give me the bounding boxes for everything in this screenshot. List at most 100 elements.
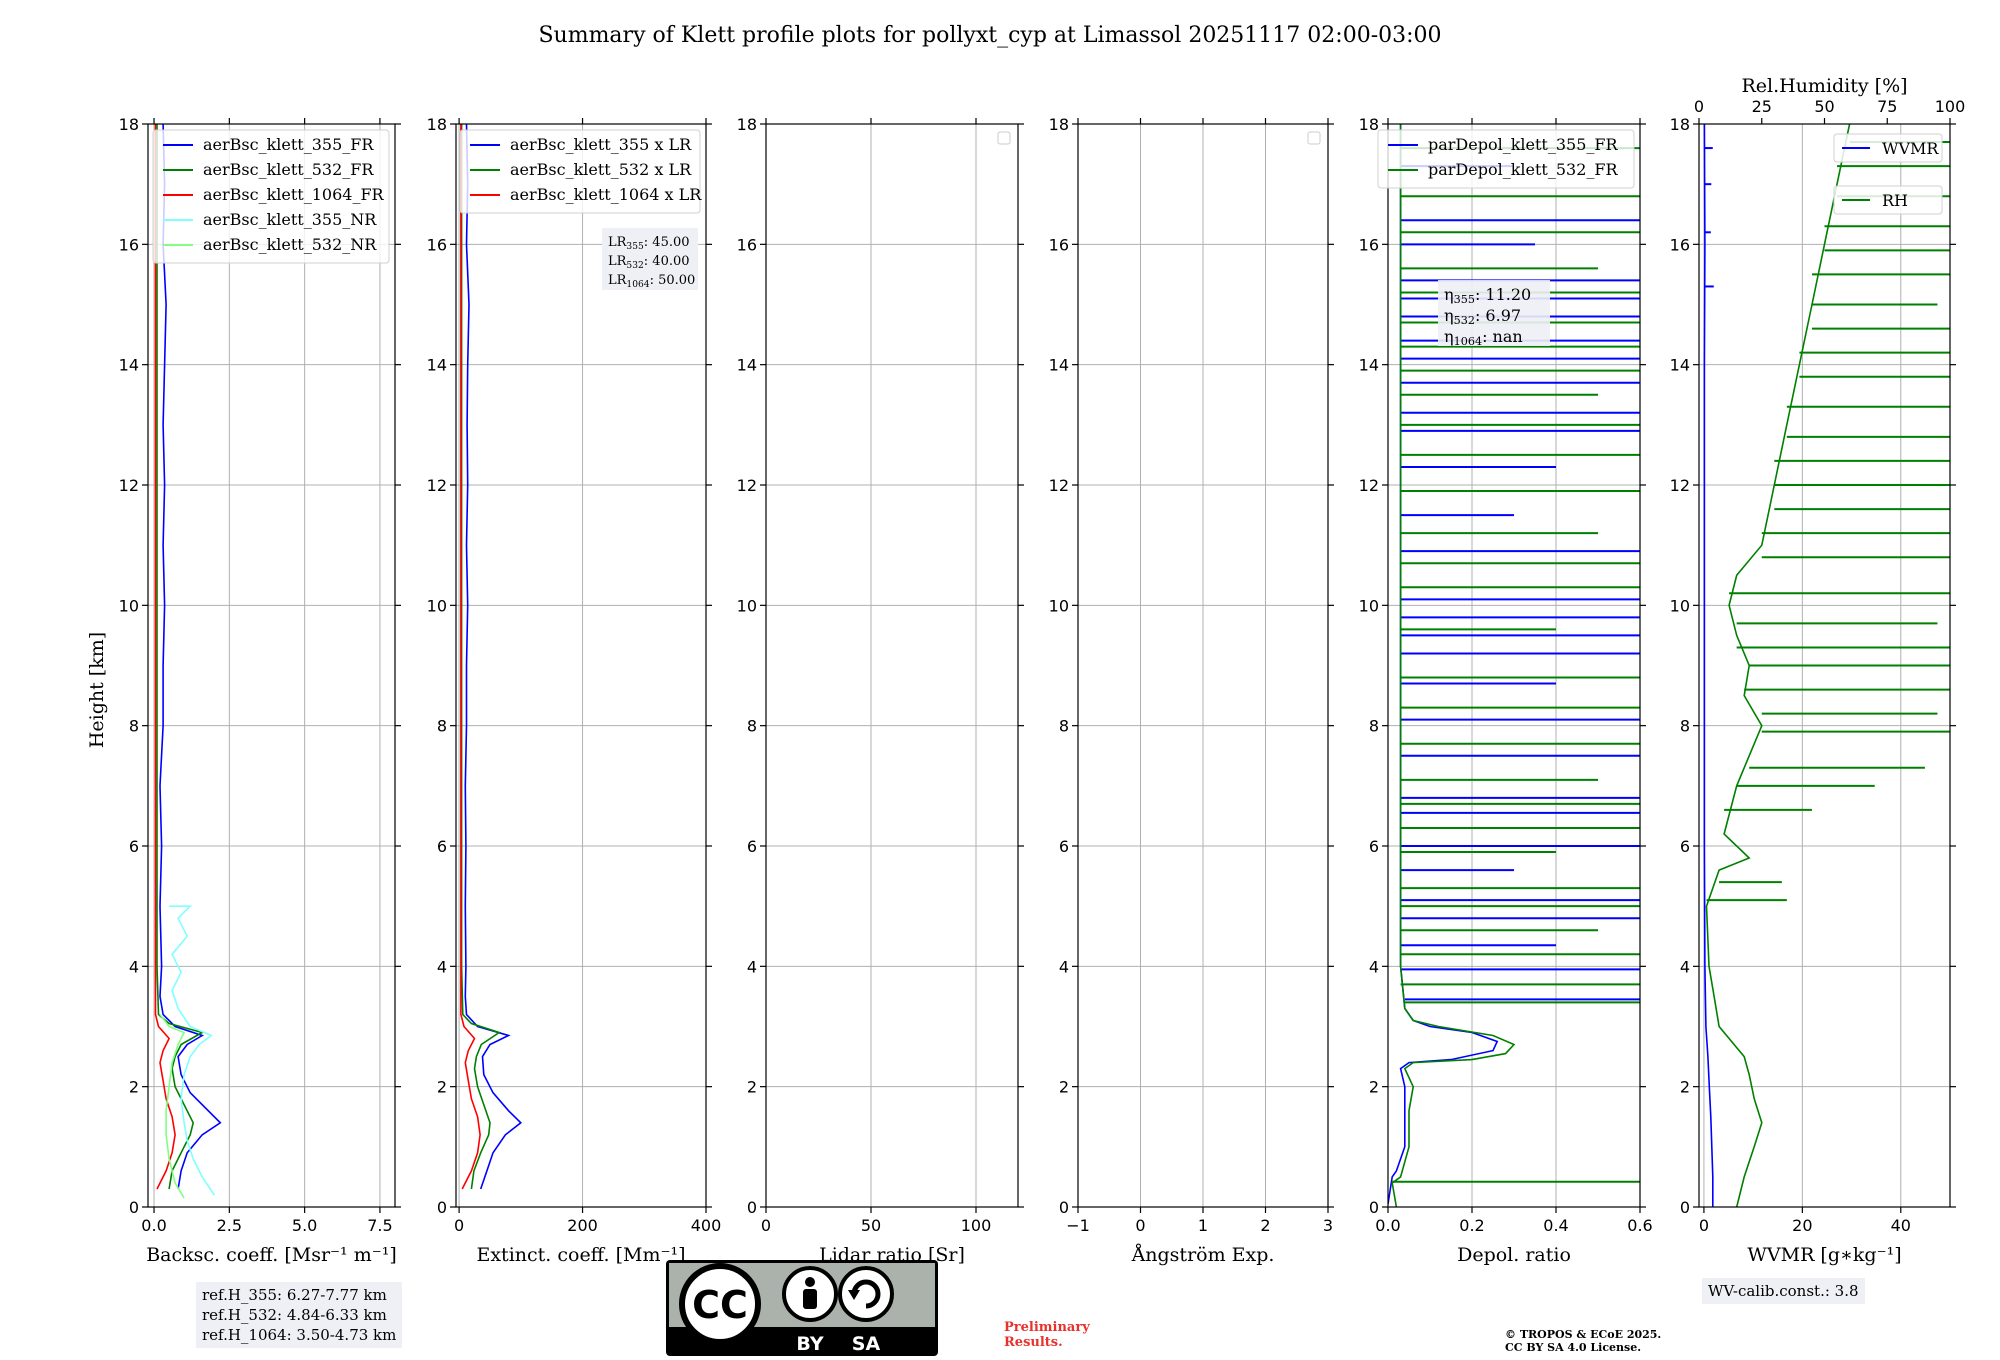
y-tick-label: 0	[1059, 1198, 1069, 1217]
y-tick-label: 18	[427, 115, 447, 134]
eta-line: η355: 11.20	[1444, 285, 1531, 306]
y-axis-label: Height [km]	[86, 632, 108, 748]
axes-frame	[147, 123, 396, 1208]
legend-label: parDepol_klett_532_FR	[1428, 160, 1619, 179]
eta-line: η532: 6.97	[1444, 306, 1521, 327]
x-axis-label: Depol. ratio	[1457, 1244, 1571, 1266]
x-axis-label: Backsc. coeff. [Msr⁻¹ m⁻¹]	[146, 1244, 397, 1266]
eta-line: η1064: nan	[1444, 327, 1523, 348]
panel-depol: 0 2 4 6 8 10 12 14 16 18 0.0 0.2 0.4 0.6 Depol. ratio p…	[1359, 115, 1653, 1266]
top-x-tick-label: 75	[1877, 97, 1897, 116]
series-line-aerBsc_klett_355_NR	[169, 905, 215, 1196]
figure-title: Summary of Klett profile plots for polly…	[538, 23, 1441, 48]
y-tick-label: 18	[1049, 115, 1069, 134]
y-tick-label: 0	[129, 1198, 139, 1217]
y-tick-label: 12	[1359, 476, 1379, 495]
y-tick-label: 0	[747, 1198, 757, 1217]
x-tick-label: 0.2	[1459, 1216, 1484, 1235]
legend-label: aerBsc_klett_355_NR	[203, 210, 377, 229]
legend-label: aerBsc_klett_355 x LR	[510, 135, 692, 154]
y-tick-label: 6	[747, 837, 757, 856]
legend-label: WVMR	[1882, 139, 1939, 158]
top-x-tick-label: 0	[1694, 97, 1704, 116]
x-tick-label: 5.0	[292, 1216, 317, 1235]
legend-box	[459, 129, 701, 214]
x-tick-label: 0.0	[141, 1216, 166, 1235]
x-tick-label: 1	[1198, 1216, 1208, 1235]
legend-label: aerBsc_klett_355_FR	[203, 135, 374, 154]
y-tick-label: 18	[119, 115, 139, 134]
cc-label: CC	[692, 1283, 748, 1327]
y-tick-label: 6	[129, 837, 139, 856]
y-tick-label: 2	[129, 1078, 139, 1097]
y-tick-label: 2	[1369, 1078, 1379, 1097]
series-group	[1703, 124, 1950, 1207]
y-tick-label: 14	[1359, 356, 1379, 375]
lidar-ratio-line: LR355: 45.00	[608, 235, 690, 252]
x-tick-label: 0	[1135, 1216, 1145, 1235]
legend-label: aerBsc_klett_532 x LR	[510, 160, 692, 179]
lidar-ratio-line: LR532: 40.00	[608, 254, 690, 271]
y-tick-label: 18	[737, 115, 757, 134]
y-tick-label: 8	[437, 717, 447, 736]
reference-heights-box: ref.H_355: 6.27-7.77 km ref.H_532: 4.84-…	[196, 1282, 403, 1348]
y-tick-label: 10	[427, 596, 447, 615]
x-tick-label: 0	[761, 1216, 771, 1235]
axes-frame	[455, 123, 707, 1208]
y-tick-label: 6	[437, 837, 447, 856]
legend-label: aerBsc_klett_532_NR	[203, 235, 377, 254]
preliminary-results-note: Preliminary Results.	[1004, 1320, 1090, 1350]
ref-height-1064: ref.H_1064: 3.50-4.73 km	[202, 1326, 397, 1344]
y-tick-label: 18	[1359, 115, 1379, 134]
legend-box	[152, 129, 390, 264]
y-tick-label: 2	[747, 1078, 757, 1097]
y-tick-label: 10	[1359, 596, 1379, 615]
lidar-ratio-box	[602, 228, 698, 290]
ref-height-532: ref.H_532: 4.84-6.33 km	[202, 1306, 387, 1324]
wv-calibration-text: WV-calib.const.: 3.8	[1708, 1282, 1859, 1300]
copyright-note: © TROPOS & ECoE 2025. CC BY SA 4.0 Licen…	[1505, 1328, 1661, 1354]
x-tick-label: 7.5	[367, 1216, 392, 1235]
sa-label: SA	[852, 1333, 881, 1355]
x-tick-label: 400	[691, 1216, 722, 1235]
y-tick-label: 12	[119, 476, 139, 495]
by-label: BY	[796, 1333, 823, 1355]
y-tick-label: 6	[1680, 837, 1690, 856]
legend-label: aerBsc_klett_532_FR	[203, 160, 374, 179]
y-tick-label: 14	[1049, 356, 1069, 375]
y-tick-label: 6	[1059, 837, 1069, 856]
series-group	[1388, 124, 1640, 1207]
y-tick-label: 8	[747, 717, 757, 736]
x-tick-label: 0	[454, 1216, 464, 1235]
x-tick-label: 2.5	[217, 1216, 242, 1235]
x-axis-label: Ångström Exp.	[1131, 1244, 1275, 1266]
y-tick-label: 4	[129, 957, 139, 976]
x-tick-label: 100	[961, 1216, 992, 1235]
x-tick-label: 0.0	[1375, 1216, 1400, 1235]
x-tick-label: 0.6	[1627, 1216, 1652, 1235]
cc-badge-icon: CC BY SA	[666, 1260, 938, 1356]
y-tick-label: 16	[427, 235, 447, 254]
series-line-parDepol_klett_532_FR	[1391, 124, 1516, 1207]
axes-frame	[765, 123, 1019, 1208]
y-tick-label: 4	[437, 957, 447, 976]
series-line-aerBsc_klett_1064_FR	[154, 124, 176, 1190]
y-tick-label: 12	[427, 476, 447, 495]
empty-legend	[1307, 131, 1321, 145]
series-group	[460, 124, 523, 1190]
x-axis-label: WVMR [g∗kg⁻¹]	[1747, 1244, 1901, 1266]
y-tick-label: 2	[437, 1078, 447, 1097]
y-tick-label: 8	[1059, 717, 1069, 736]
x-tick-label: 200	[567, 1216, 598, 1235]
y-tick-label: 14	[427, 356, 447, 375]
x-tick-label: 0.4	[1543, 1216, 1568, 1235]
y-tick-label: 4	[1059, 957, 1069, 976]
cc-by-sa-badge: CC BY SA	[666, 1260, 938, 1356]
y-tick-label: 14	[737, 356, 757, 375]
y-tick-label: 14	[119, 356, 139, 375]
y-tick-label: 10	[119, 596, 139, 615]
series-line-WVMR	[1703, 124, 1714, 1207]
legend-label: parDepol_klett_355_FR	[1428, 135, 1619, 154]
